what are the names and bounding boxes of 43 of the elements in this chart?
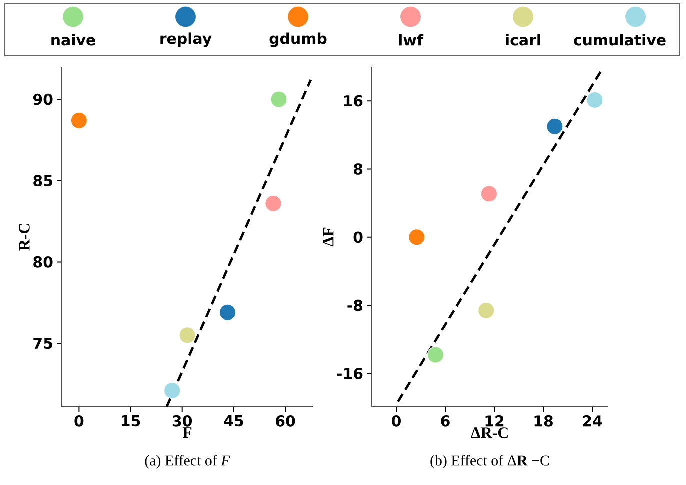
x-tick-label: 0 <box>74 416 84 427</box>
x-tick-label: 30 <box>172 416 192 427</box>
x-tick-label: 6 <box>441 416 450 427</box>
x-tick-label: 12 <box>486 416 504 427</box>
y-tick-label: 80 <box>34 256 53 268</box>
legend-label: lwf <box>399 34 424 46</box>
legend-label: replay <box>160 32 212 48</box>
point <box>270 91 288 108</box>
point <box>480 186 498 202</box>
y-tick-label: 85 <box>34 175 52 187</box>
point <box>219 304 236 321</box>
x-tick-label: 18 <box>534 416 553 427</box>
point <box>164 382 181 399</box>
point <box>586 92 604 108</box>
y-axis-title: R-C <box>19 224 30 251</box>
point <box>478 302 495 319</box>
y-tick-label: 16 <box>344 95 363 107</box>
legend-label: icarl <box>506 34 540 46</box>
point <box>427 346 444 364</box>
point <box>546 118 564 135</box>
x-tick-label: 0 <box>392 416 401 427</box>
x-tick-label: 45 <box>224 416 244 427</box>
point <box>265 195 282 212</box>
legend-label: gdumb <box>270 32 327 48</box>
y-tick-label: -16 <box>337 368 363 380</box>
y-tick-label: 0 <box>354 232 363 244</box>
point <box>70 112 88 129</box>
y-tick-label: -8 <box>348 300 363 312</box>
x-tick-label: 24 <box>583 416 602 427</box>
text: (b) Effect of ΔR −C <box>430 455 550 469</box>
x-axis-title: F <box>182 428 192 438</box>
y-tick-label: 75 <box>34 338 52 350</box>
point <box>408 229 426 246</box>
x-tick-label: 15 <box>122 416 140 427</box>
legend-label: naive <box>52 34 96 46</box>
legend-label: cumulative <box>574 34 666 46</box>
x-tick-label: 60 <box>276 416 296 427</box>
text: (a) Effect of F <box>145 455 230 469</box>
y-tick-label: 90 <box>33 94 53 106</box>
y-axis-title: ΔF <box>323 228 334 247</box>
y-tick-label: 8 <box>354 164 363 175</box>
point <box>179 327 196 344</box>
x-axis-title: ΔR-C <box>471 428 508 438</box>
